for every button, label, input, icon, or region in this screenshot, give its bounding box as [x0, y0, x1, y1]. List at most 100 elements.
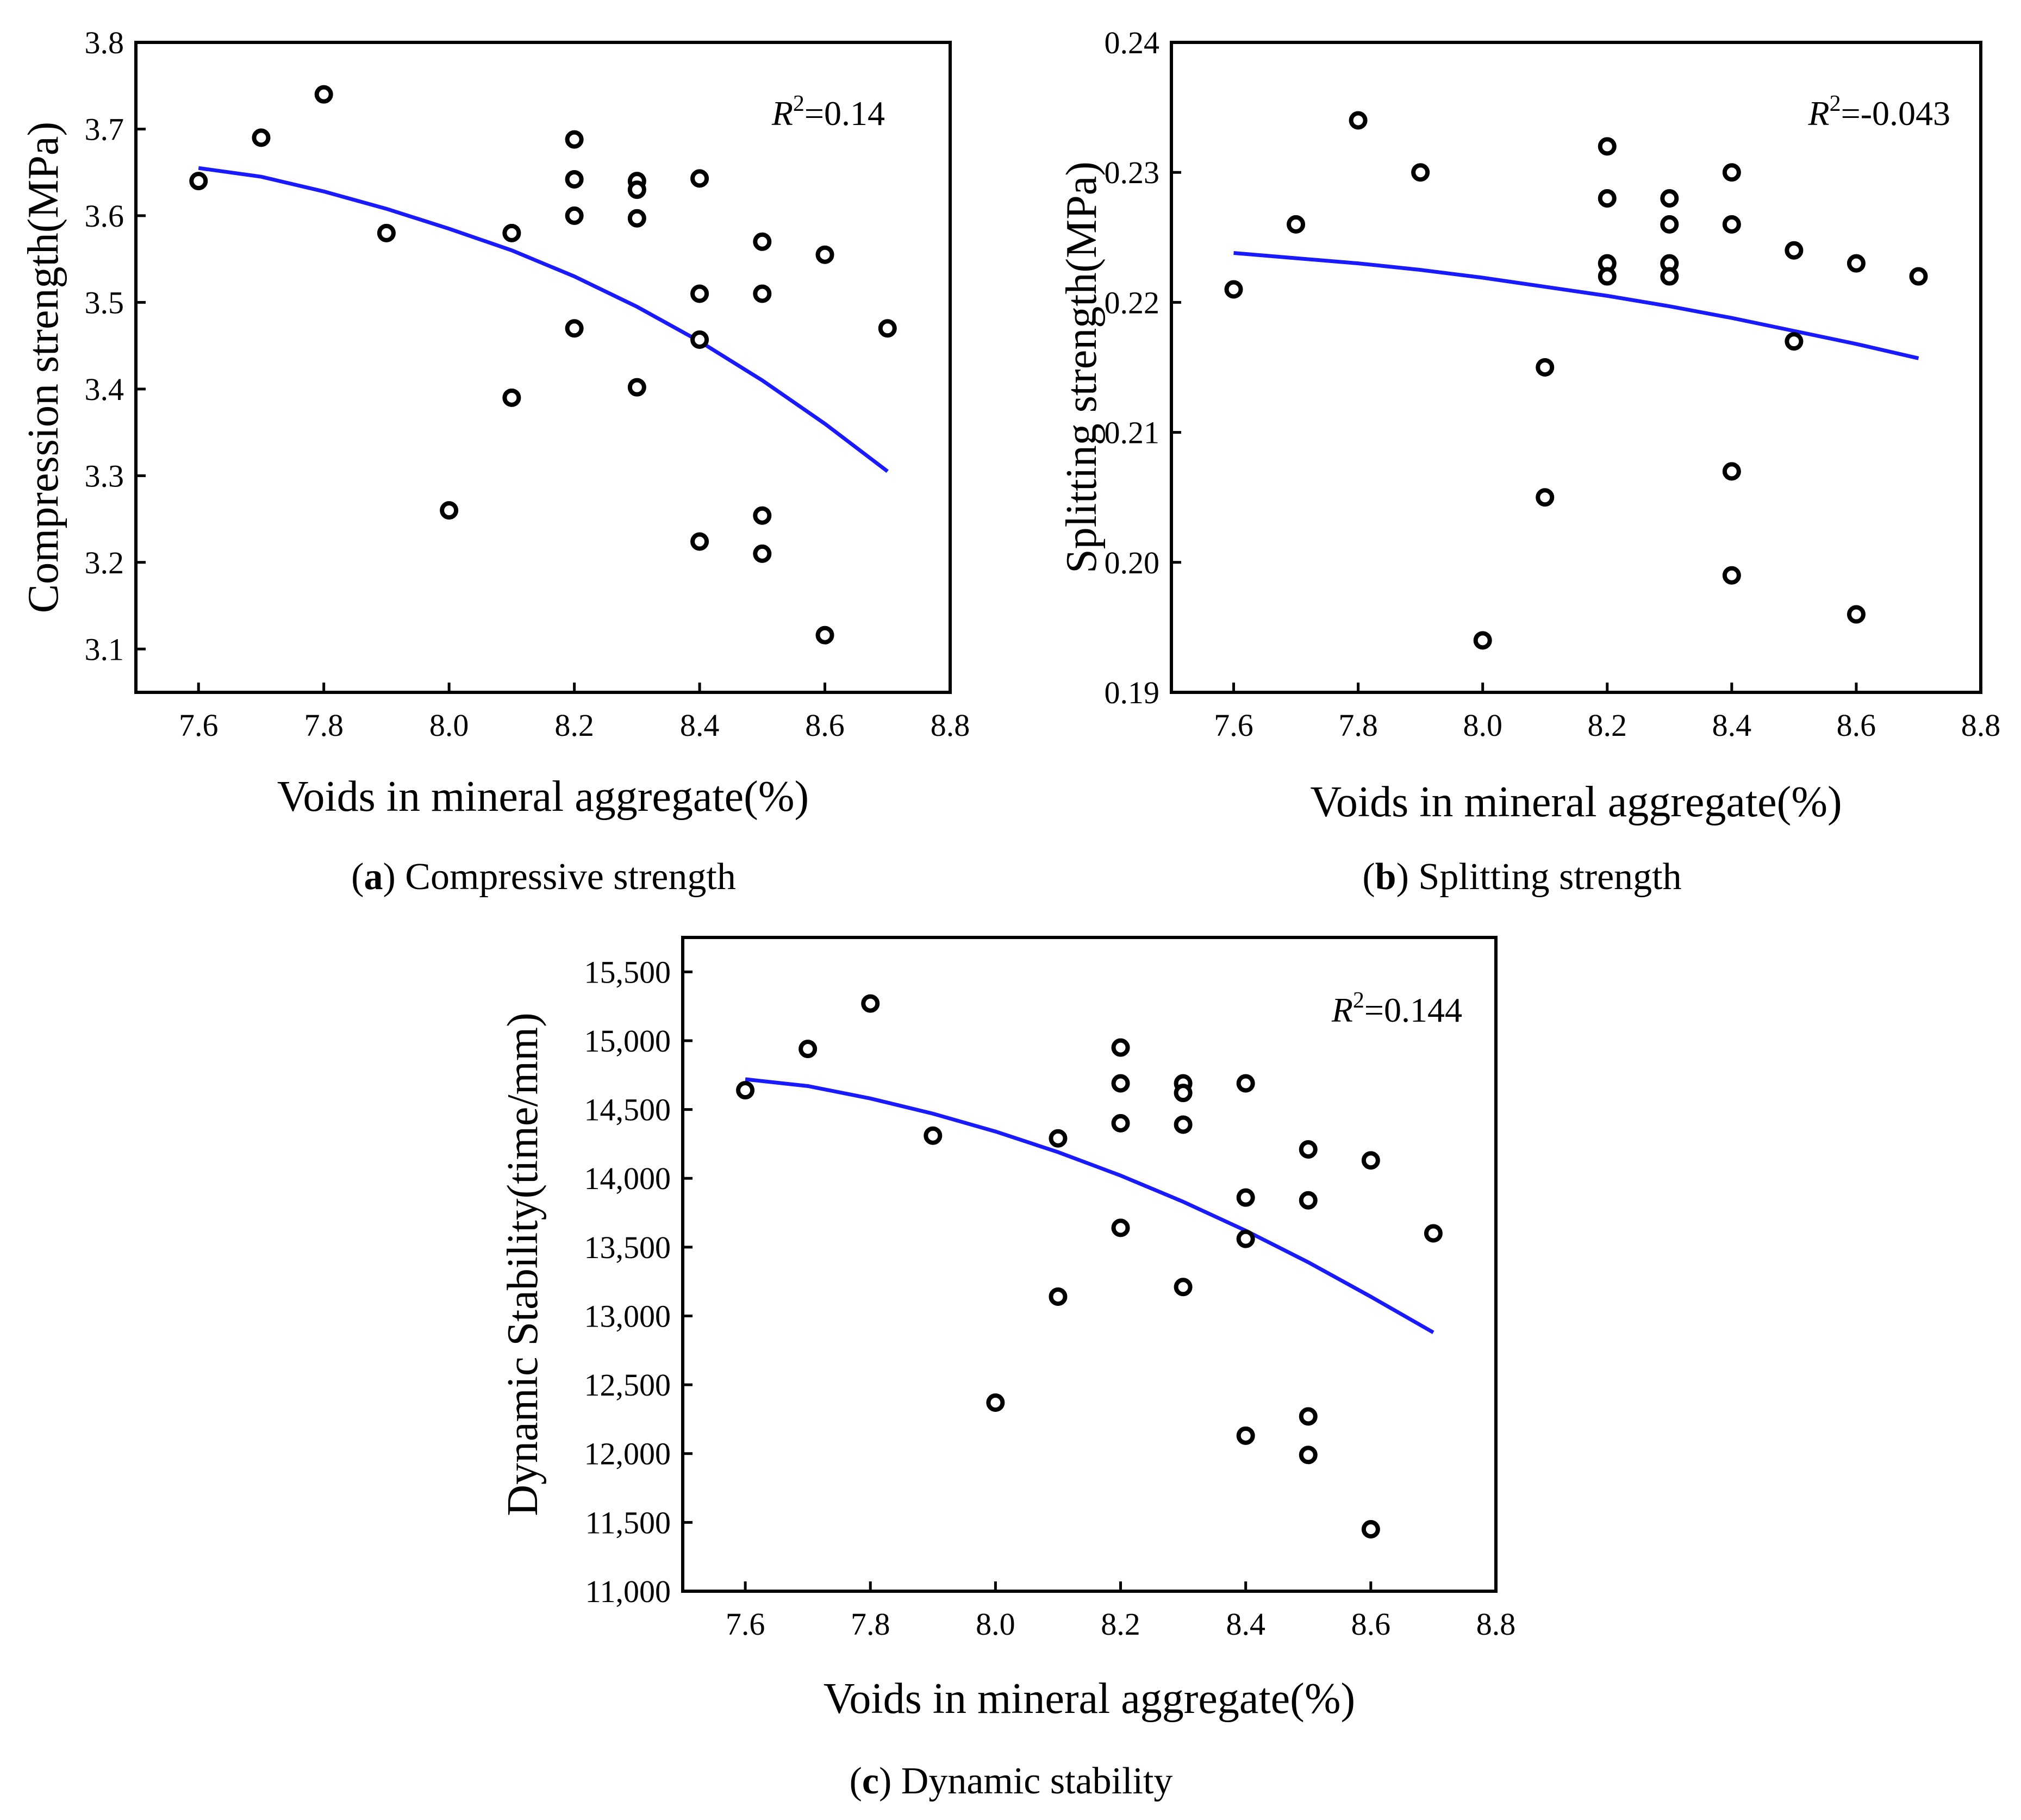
panel-a-x-tick-label: 8.0: [429, 708, 469, 743]
panel-b-r-squared: R2=-0.043: [1808, 91, 1951, 133]
panel-c-r-exponent: 2: [1353, 988, 1364, 1013]
panel-c-data-point: [1299, 1191, 1318, 1210]
panel-c-data-point: [736, 1081, 755, 1100]
panel-b-y-axis-title: Splitting strength(MPa): [1058, 161, 1106, 573]
panel-a-x-tick-label: 8.8: [931, 708, 970, 743]
panel-b-data-point: [1536, 488, 1555, 507]
panel-c-data-point: [1361, 1151, 1380, 1170]
panel-b-data-point: [1847, 254, 1866, 273]
panel-c-r-symbol: R: [1331, 991, 1353, 1029]
panel-c-caption-text: Dynamic stability: [901, 1760, 1173, 1802]
panel-b-y-tick-label: 0.22: [1105, 285, 1160, 320]
panel-b-data-point: [1785, 241, 1804, 260]
panel-a-data-point: [690, 330, 709, 349]
panel-a-y-tick-label: 3.5: [85, 285, 124, 320]
panel-a-y-tick-label: 3.4: [85, 372, 124, 407]
panel-a-x-tick-label: 7.6: [179, 708, 219, 743]
panel-c-data-point: [1049, 1287, 1068, 1306]
panel-c-data-point: [1299, 1140, 1318, 1159]
panel-b-caption-letter: b: [1375, 856, 1396, 898]
panel-c-r-value: =0.144: [1364, 991, 1462, 1029]
panel-a-data-point: [440, 501, 459, 520]
panel-b-data-point: [1722, 566, 1741, 585]
panel-b-data-point: [1660, 189, 1679, 208]
panel-a-data-point: [565, 130, 584, 149]
panel-a-data-point: [753, 232, 772, 251]
panel-c-caption: (c) Dynamic stability: [850, 1760, 1173, 1802]
panel-c-plot-frame: [681, 936, 1498, 1593]
panel-c-data-point: [986, 1393, 1005, 1412]
panel-a-x-tick-label: 8.6: [805, 708, 845, 743]
panel-c-data-point: [924, 1126, 943, 1145]
panel-b-data-point: [1598, 189, 1617, 208]
panel-b-x-axis-title: Voids in mineral aggregate(%): [1310, 778, 1842, 826]
panel-c-ticks: 7.6 7.8 8.0 8.2 8.4 8.6 8.8 11,000 11,500 12,000 1…: [584, 954, 1516, 1642]
panel-a-y-tick-label: 3.6: [85, 198, 124, 234]
panel-c-caption-letter: c: [862, 1760, 879, 1802]
panel-b-r-symbol: R: [1808, 94, 1830, 133]
panel-b-data-point: [1785, 332, 1804, 351]
panel-b-plot-frame: [1170, 41, 1982, 694]
panel-a-data-point: [565, 206, 584, 225]
panel-a-data-point: [314, 85, 333, 104]
panel-b-data-point: [1847, 605, 1866, 624]
panel-c-y-tick-label: 13,000: [584, 1298, 671, 1334]
panel-a-data-point: [627, 378, 646, 397]
panel-c-x-tick-label: 8.4: [1226, 1606, 1265, 1642]
panel-c-y-tick-label: 15,500: [584, 954, 671, 990]
panel-b-data-point: [1660, 267, 1679, 286]
panel-b-x-tick-label: 8.6: [1837, 708, 1876, 743]
panel-c-x-tick-label: 7.6: [726, 1606, 765, 1642]
panel-a-r-exponent: 2: [793, 91, 804, 116]
panel-b-fit: [1233, 251, 1919, 360]
panel-a-y-axis-title: Compression strength(MPa): [20, 122, 67, 613]
panel-a-data-point: [753, 506, 772, 525]
panel-c-y-tick-label: 13,500: [584, 1230, 671, 1265]
panel-b-r-exponent: 2: [1830, 91, 1841, 116]
panel-c-data-point: [1299, 1446, 1318, 1465]
panel-a-x-tick-label: 8.4: [680, 708, 720, 743]
panel-b-caption: (b) Splitting strength: [1362, 856, 1681, 898]
panel-c-data-point: [1049, 1129, 1068, 1148]
panel-b-data-point: [1598, 267, 1617, 286]
panel-c-x-tick-label: 8.6: [1351, 1606, 1391, 1642]
panel-b-data-point: [1660, 215, 1679, 234]
panel-a-fit-curve: [198, 166, 889, 473]
panel-c-x-tick-label: 8.2: [1101, 1606, 1140, 1642]
panel-a-x-tick-label: 8.2: [554, 708, 594, 743]
panel-a-data-point: [627, 209, 646, 228]
panel-b-data-point: [1536, 358, 1555, 377]
panel-c-x-axis-title: Voids in mineral aggregate(%): [824, 1675, 1355, 1723]
panel-a-r-symbol: R: [771, 94, 793, 133]
panel-a-caption-text: Compressive strength: [405, 856, 736, 898]
panel-c-y-tick-label: 12,500: [584, 1367, 671, 1403]
panel-c-x-tick-label: 8.8: [1476, 1606, 1516, 1642]
panel-c-data-point: [1236, 1229, 1255, 1248]
panel-c-data-point: [1236, 1188, 1255, 1207]
panel-a-r-value: =0.14: [804, 94, 885, 133]
panel-c-data-point: [1174, 1115, 1193, 1134]
panel-c-data-point: [799, 1040, 818, 1059]
panel-c-y-tick-label: 11,000: [585, 1574, 671, 1609]
panel-c-data-point: [1236, 1074, 1255, 1093]
panel-a-data-point: [377, 223, 396, 242]
panel-a-y-tick-label: 3.2: [85, 545, 124, 580]
panel-b-x-tick-label: 8.8: [1961, 708, 2001, 743]
panel-c-data-point: [1174, 1278, 1193, 1297]
panel-c-data-point: [1424, 1224, 1443, 1243]
panel-a-ticks: 7.6 7.8 8.0 8.2 8.4 8.6 8.8 3.1 3.2 3.3 3.4 3.5 3.6 3…: [85, 25, 970, 743]
panel-b-x-tick-label: 8.2: [1588, 708, 1627, 743]
panel-b-x-tick-label: 7.6: [1214, 708, 1253, 743]
panel-b-x-tick-label: 8.0: [1463, 708, 1502, 743]
panel-a-data-point: [189, 172, 208, 191]
panel-c-x-tick-label: 7.8: [851, 1606, 890, 1642]
panel-a-points: [189, 85, 897, 645]
panel-b-data-point: [1722, 462, 1741, 481]
panel-a-data-point: [815, 626, 834, 645]
panel-b-fit-curve: [1233, 251, 1919, 360]
panel-c-points: [736, 994, 1443, 1539]
panel-c-x-tick-label: 8.0: [976, 1606, 1015, 1642]
panel-c-data-point: [1111, 1074, 1130, 1093]
panel-b-caption-text: Splitting strength: [1418, 856, 1681, 898]
panel-a-data-point: [627, 180, 646, 199]
